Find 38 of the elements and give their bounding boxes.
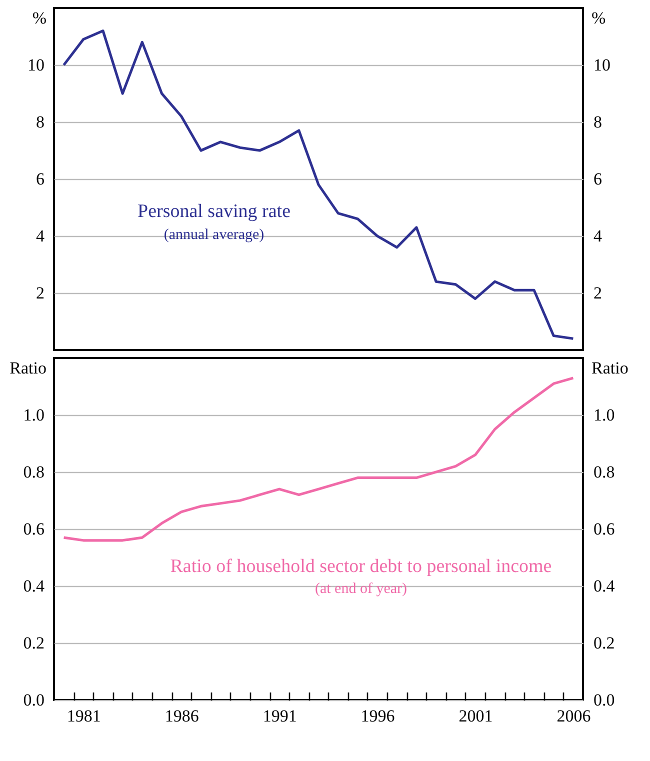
y-tick-label: 0.6 [23,520,44,538]
y2-tick-label: 0.6 [594,520,615,538]
annotation: (annual average) [164,227,264,243]
y2-axis-title: % [592,8,606,28]
y-tick-label: 6 [36,170,44,188]
y-tick-label: 8 [36,112,44,132]
x-tick-label: 2001 [458,706,493,726]
y2-tick-label: 0.4 [594,576,616,596]
y2-tick-label: 0.0 [594,690,615,710]
x-tick-label: 1981 [66,706,101,726]
line-series [62,30,575,340]
y2-tick-label: 1.0 [594,406,615,424]
y2-tick-label: 0.2 [594,634,615,652]
x-tick-label: 1986 [164,706,199,726]
y2-tick-label: 0.8 [594,462,615,482]
y2-tick-label: 4 [594,226,602,246]
y-tick-label: 4 [36,226,45,246]
y2-tick-label: 6 [594,170,602,188]
x-tick-label: 2006 [556,706,591,726]
series-label: Personal saving rate [137,201,291,222]
y-tick-label: 0.2 [23,634,44,652]
y-tick-label: 1.0 [23,406,44,424]
y2-tick-label: 10 [594,56,610,74]
series-label: Ratio of household sector debt to personal income [170,556,552,577]
x-tick-label: 1991 [262,706,297,726]
y-axis-title: % [32,8,46,28]
y2-tick-label: 2 [594,284,602,302]
y2-axis-title: Ratio [592,358,628,378]
y2-tick-label: 8 [594,112,602,132]
annotation: (at end of year) [314,581,408,597]
y-tick-label: 0.0 [23,690,44,710]
y-axis-title: Ratio [10,358,46,378]
y-tick-label: 0.4 [23,576,45,596]
y-tick-label: 2 [36,284,44,302]
y-tick-label: 0.8 [23,462,44,482]
x-tick-label: 1996 [360,706,395,726]
y-tick-label: 10 [28,56,44,74]
line-series [62,376,575,542]
